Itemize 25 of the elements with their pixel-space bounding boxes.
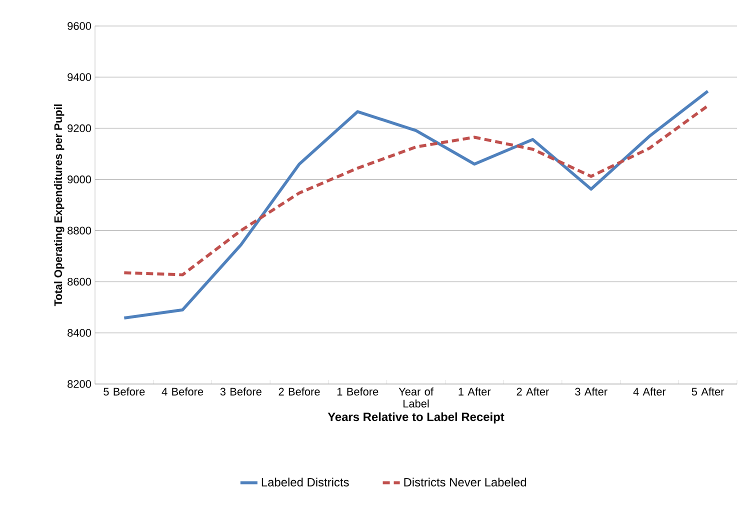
y-tick-label: 8400 [68, 328, 92, 337]
x-tick-label: 5 Before [104, 388, 145, 396]
x-tick-label: 3 After [575, 388, 608, 396]
legend-label: Labeled Districts [262, 478, 349, 486]
y-tick-label: 8200 [68, 380, 92, 388]
y-tick-label: 9200 [68, 124, 92, 132]
x-axis-title: Years Relative to Label Receipt [328, 412, 504, 424]
x-tick-label: 1 After [458, 388, 491, 396]
x-tick-label: 3 Before [220, 388, 262, 396]
y-tick-label: 9600 [68, 22, 92, 30]
x-tick-label: 4 Before [162, 388, 204, 396]
y-tick-label: 9000 [68, 176, 92, 184]
x-tick-label: 4 After [633, 388, 666, 396]
y-axis-title: Total Operating Expenditures per Pupil [54, 104, 64, 306]
line-series [122, 104, 710, 276]
y-tick-label: 9400 [68, 73, 92, 82]
y-tick-label: 8600 [68, 278, 92, 286]
y-tick-label: 8800 [68, 226, 92, 234]
x-tick-label: 2 After [516, 388, 549, 396]
legend-label: Districts Never Labeled [404, 478, 526, 486]
x-tick-label: 1 Before [337, 388, 378, 396]
x-tick-label: Year of Label [398, 388, 434, 408]
line-series [122, 90, 710, 320]
x-tick-label: 2 Before [278, 388, 320, 396]
x-tick-label: 5 After [692, 388, 724, 396]
